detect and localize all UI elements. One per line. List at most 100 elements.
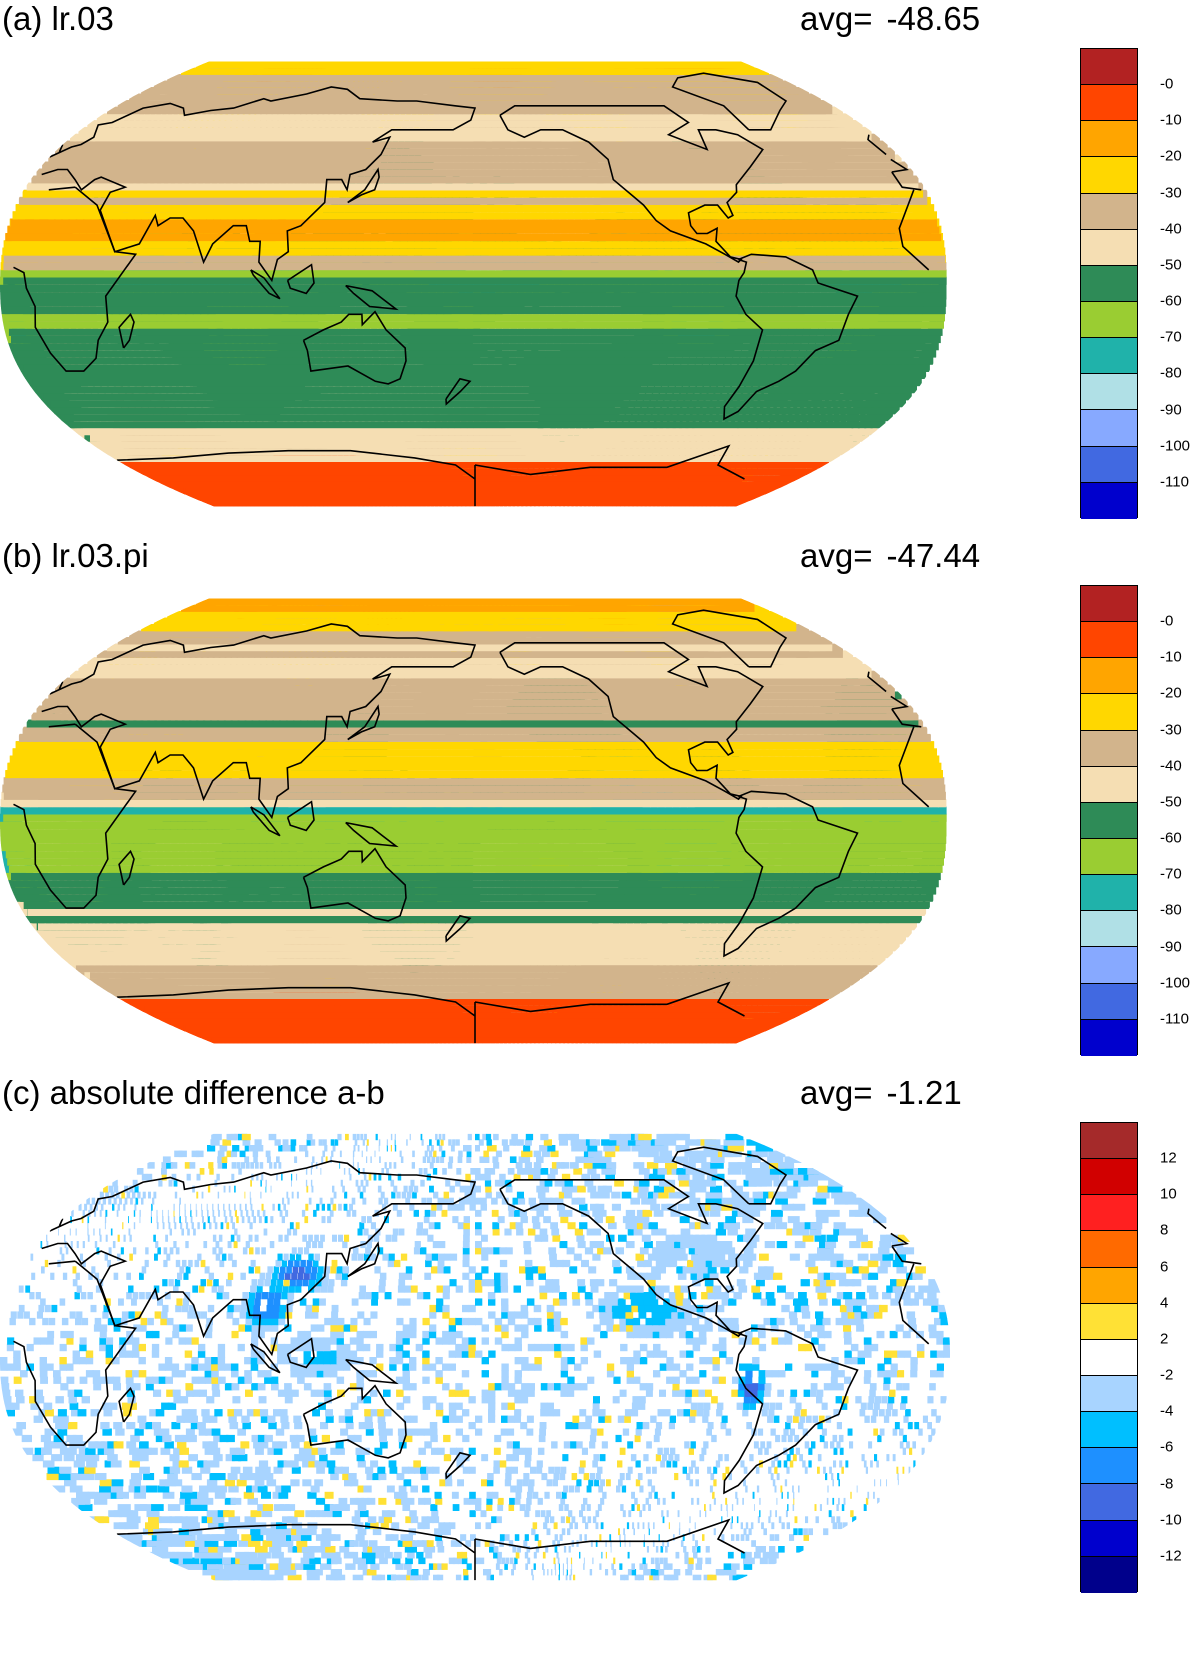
colorbar-label: -30: [1160, 184, 1182, 201]
colorbar-label: -30: [1160, 721, 1182, 738]
colorbar-swatch: [1081, 802, 1137, 839]
coastlines: [13, 1146, 930, 1581]
colorbar-label: -110: [1160, 1010, 1189, 1027]
colorbar-swatch: [1081, 482, 1137, 519]
panel-title: (c) absolute difference a-b: [2, 1074, 385, 1112]
data-field: [0, 598, 947, 1044]
map-a: [0, 61, 947, 507]
colorbar-label: -4: [1160, 1403, 1173, 1420]
colorbar-label: -10: [1160, 649, 1182, 666]
data-field: [0, 61, 947, 507]
colorbar-swatch: [1081, 1556, 1137, 1593]
avg-value: -48.65: [886, 0, 980, 37]
colorbar-label: 8: [1160, 1222, 1168, 1239]
colorbar-label: -12: [1160, 1547, 1182, 1564]
colorbar-swatch: [1081, 85, 1137, 122]
panel-title: (b) lr.03.pi: [2, 537, 149, 575]
colorbar-label: -20: [1160, 148, 1182, 165]
colorbar-label: 6: [1160, 1258, 1168, 1275]
colorbar-label: -90: [1160, 938, 1182, 955]
colorbar-label: -40: [1160, 757, 1182, 774]
avg-value: -1.21: [886, 1074, 961, 1111]
colorbar-swatch: [1081, 1448, 1137, 1485]
colorbar-label: 4: [1160, 1294, 1168, 1311]
colorbar-swatch: [1081, 49, 1137, 86]
panel-b: (b) lr.03.pi avg= -47.44 -0 -10 -20 -30 -40 -50 -…: [0, 537, 1191, 1080]
colorbar-label: -80: [1160, 902, 1182, 919]
colorbar-swatch: [1081, 911, 1137, 948]
colorbar-swatch: [1081, 229, 1137, 266]
colorbar-label: -50: [1160, 256, 1182, 273]
colorbar-label: -0: [1160, 76, 1173, 93]
colorbar-swatch: [1081, 1267, 1137, 1304]
colorbar-label: -0: [1160, 613, 1173, 630]
colorbar-label: -8: [1160, 1475, 1173, 1492]
colorbar-swatch: [1081, 265, 1137, 302]
colorbar-label: -70: [1160, 329, 1182, 346]
coastlines: [13, 609, 930, 1044]
colorbar-label: -90: [1160, 401, 1182, 418]
colorbar: [1080, 585, 1138, 1056]
colorbar-swatch: [1081, 1484, 1137, 1521]
colorbar-swatch: [1081, 1375, 1137, 1413]
colorbar-label: -6: [1160, 1439, 1173, 1456]
colorbar-label: -80: [1160, 365, 1182, 382]
colorbar-swatch: [1081, 694, 1137, 731]
colorbar-label: -60: [1160, 830, 1182, 847]
colorbar-label: -10: [1160, 1511, 1182, 1528]
colorbar-swatch: [1081, 1019, 1137, 1056]
panel-average: avg= -1.21: [800, 1074, 962, 1112]
avg-label: avg=: [800, 1074, 872, 1111]
panel-average: avg= -48.65: [800, 0, 980, 38]
colorbar-label: -50: [1160, 793, 1182, 810]
colorbar-swatch: [1081, 301, 1137, 339]
colorbar-swatch: [1081, 947, 1137, 984]
colorbar: [1080, 48, 1138, 519]
colorbar-swatch: [1081, 838, 1137, 876]
colorbar-swatch: [1081, 1339, 1137, 1376]
colorbar-label: -10: [1160, 112, 1182, 129]
coastlines: [13, 72, 930, 507]
colorbar-swatch: [1081, 730, 1137, 767]
colorbar-swatch: [1081, 586, 1137, 623]
colorbar-swatch: [1081, 410, 1137, 447]
panel-title: (a) lr.03: [2, 0, 114, 38]
colorbar-swatch: [1081, 338, 1137, 375]
colorbar-label: -70: [1160, 866, 1182, 883]
colorbar-label: 2: [1160, 1330, 1168, 1347]
data-field: [0, 1133, 950, 1581]
colorbar-swatch: [1081, 658, 1137, 695]
panel-average: avg= -47.44: [800, 537, 980, 575]
colorbar-swatch: [1081, 622, 1137, 659]
avg-value: -47.44: [886, 537, 980, 574]
colorbar-label: -100: [1160, 437, 1190, 454]
panel-a: (a) lr.03 avg= -48.65 -0 -10 -20 -30 -40 -50 -60 -…: [0, 0, 1191, 543]
colorbar-swatch: [1081, 374, 1137, 411]
colorbar-swatch: [1081, 1303, 1137, 1340]
colorbar: [1080, 1122, 1138, 1593]
colorbar-swatch: [1081, 1195, 1137, 1232]
colorbar-swatch: [1081, 157, 1137, 194]
map-b: [0, 598, 947, 1044]
panel-c: (c) absolute difference a-b avg= -1.21 12 10…: [0, 1074, 1191, 1617]
colorbar-label: -20: [1160, 685, 1182, 702]
avg-label: avg=: [800, 537, 872, 574]
colorbar-swatch: [1081, 1412, 1137, 1449]
colorbar-label: -40: [1160, 220, 1182, 237]
colorbar-label: -2: [1160, 1367, 1173, 1384]
colorbar-label: -110: [1160, 473, 1189, 490]
colorbar-swatch: [1081, 446, 1137, 483]
colorbar-swatch: [1081, 983, 1137, 1020]
colorbar-label: 10: [1160, 1186, 1177, 1203]
colorbar-swatch: [1081, 1520, 1137, 1557]
colorbar-swatch: [1081, 193, 1137, 230]
colorbar-swatch: [1081, 766, 1137, 803]
colorbar-swatch: [1081, 1123, 1137, 1160]
map-c: [0, 1133, 950, 1581]
colorbar-swatch: [1081, 1231, 1137, 1268]
colorbar-label: 12: [1160, 1150, 1177, 1167]
colorbar-swatch: [1081, 1159, 1137, 1196]
colorbar-swatch: [1081, 875, 1137, 912]
colorbar-label: -60: [1160, 293, 1182, 310]
colorbar-label: -100: [1160, 974, 1190, 991]
